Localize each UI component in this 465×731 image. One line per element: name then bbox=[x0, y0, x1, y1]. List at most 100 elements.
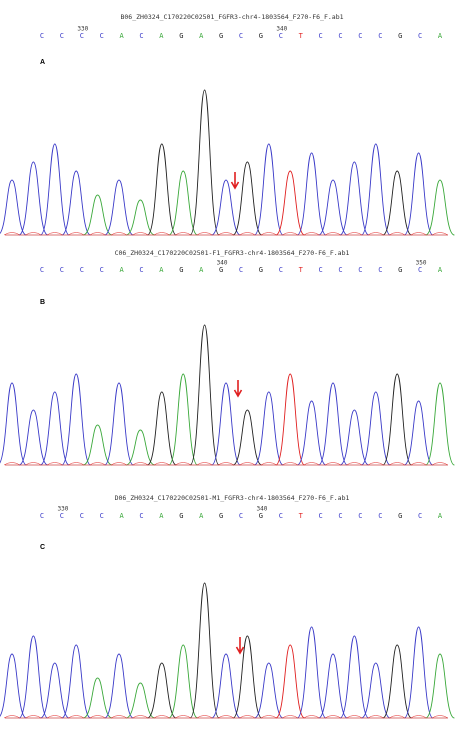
trace-noise bbox=[46, 715, 63, 719]
base-call: C bbox=[418, 512, 422, 520]
trace-noise bbox=[68, 462, 85, 466]
trace-noise bbox=[303, 715, 320, 719]
base-call: G bbox=[179, 512, 183, 520]
trace-noise bbox=[89, 232, 106, 236]
trace-peak bbox=[339, 161, 370, 236]
base-call: C bbox=[139, 512, 143, 520]
base-call: C bbox=[40, 32, 44, 40]
base-call: C bbox=[80, 512, 84, 520]
trace-peak bbox=[253, 391, 284, 466]
trace-noise bbox=[431, 232, 449, 236]
trace-peak bbox=[318, 179, 348, 236]
trace-noise bbox=[89, 715, 106, 719]
base-call: A bbox=[159, 266, 164, 274]
trace-peak bbox=[61, 644, 92, 719]
position-label: 340 bbox=[276, 26, 287, 33]
trace-peak bbox=[296, 400, 327, 466]
base-call: T bbox=[299, 266, 304, 274]
trace-peak bbox=[211, 179, 241, 236]
base-call: A bbox=[119, 32, 124, 40]
base-call: A bbox=[119, 512, 124, 520]
base-call: C bbox=[279, 32, 283, 40]
trace-peak bbox=[168, 644, 199, 719]
trace-noise bbox=[153, 715, 170, 719]
trace-noise bbox=[3, 715, 21, 719]
base-call: C bbox=[378, 512, 382, 520]
base-call: G bbox=[398, 266, 402, 274]
base-call: G bbox=[219, 512, 223, 520]
base-call: G bbox=[259, 32, 263, 40]
position-label: 330 bbox=[57, 506, 68, 513]
trace-noise bbox=[303, 462, 320, 466]
trace-peak bbox=[232, 635, 263, 719]
base-call: G bbox=[259, 266, 263, 274]
trace-peak bbox=[168, 373, 199, 466]
trace-noise bbox=[217, 462, 235, 466]
base-call: C bbox=[318, 266, 322, 274]
panel-label: C bbox=[40, 544, 45, 551]
trace-peak bbox=[403, 152, 434, 236]
base-call: T bbox=[299, 512, 304, 520]
trace-peak bbox=[275, 373, 306, 466]
trace-peak bbox=[0, 179, 27, 236]
trace-peak bbox=[403, 400, 434, 466]
trace-peak bbox=[296, 626, 327, 719]
trace-peak bbox=[0, 382, 27, 466]
base-call: G bbox=[259, 512, 263, 520]
trace-noise bbox=[389, 715, 406, 719]
base-call: C bbox=[80, 266, 84, 274]
position-label: 350 bbox=[416, 260, 427, 267]
trace-peak bbox=[40, 662, 70, 719]
trace-noise bbox=[410, 715, 427, 719]
trace-peak bbox=[0, 653, 27, 719]
trace-peak bbox=[104, 653, 134, 719]
trace-peak bbox=[61, 373, 92, 466]
mutation-arrow bbox=[233, 380, 243, 398]
trace-noise bbox=[389, 462, 406, 466]
file-name: D06_ZH0324_C170220C02501-M1_FGFR3-chr4-1… bbox=[115, 494, 350, 502]
base-call: C bbox=[378, 32, 382, 40]
base-call: G bbox=[219, 32, 223, 40]
base-call: C bbox=[239, 32, 243, 40]
trace-peak bbox=[232, 409, 263, 466]
base-call: A bbox=[159, 32, 164, 40]
trace-noise bbox=[110, 715, 128, 719]
base-call: C bbox=[318, 32, 322, 40]
trace-noise bbox=[367, 715, 384, 719]
trace-noise bbox=[260, 715, 277, 719]
trace-noise bbox=[260, 232, 277, 236]
trace-noise bbox=[282, 462, 299, 466]
trace-noise bbox=[196, 232, 213, 236]
file-name: B06_ZH0324_C170220C02501_FGFR3-chr4-1803… bbox=[120, 13, 343, 21]
trace-peak bbox=[339, 409, 370, 466]
trace-peak bbox=[189, 89, 220, 236]
trace-noise bbox=[175, 462, 192, 466]
base-call: G bbox=[179, 32, 183, 40]
trace-noise bbox=[303, 232, 320, 236]
trace-peak bbox=[339, 635, 370, 719]
trace-peak bbox=[39, 143, 70, 236]
base-call: G bbox=[398, 512, 402, 520]
trace-noise bbox=[110, 462, 128, 466]
trace-noise bbox=[367, 232, 384, 236]
base-call: G bbox=[179, 266, 183, 274]
trace-peak bbox=[360, 143, 391, 236]
trace-noise bbox=[367, 462, 384, 466]
chromatogram-panel: D06_ZH0324_C170220C02501-M1_FGFR3-chr4-1… bbox=[0, 494, 455, 719]
trace-noise bbox=[410, 232, 427, 236]
position-label: 340 bbox=[256, 506, 267, 513]
base-call: A bbox=[199, 512, 204, 520]
base-call: C bbox=[80, 32, 84, 40]
trace-noise bbox=[153, 232, 170, 236]
trace-peak bbox=[275, 644, 306, 719]
trace-peak bbox=[18, 161, 49, 236]
base-call: C bbox=[100, 512, 104, 520]
trace-peak bbox=[360, 391, 391, 466]
base-call: C bbox=[338, 266, 342, 274]
base-call: C bbox=[378, 266, 382, 274]
trace-noise bbox=[431, 715, 449, 719]
trace-peak bbox=[146, 391, 177, 466]
trace-noise bbox=[3, 462, 21, 466]
trace-noise bbox=[324, 232, 342, 236]
